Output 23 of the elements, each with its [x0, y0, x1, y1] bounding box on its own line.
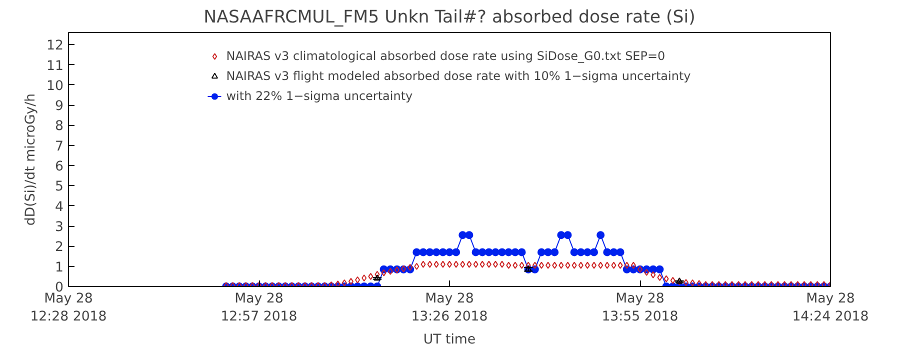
y-tick-label: 7 [55, 139, 64, 154]
y-tick-label: 6 [55, 160, 64, 175]
chart-title: NASAAFRCMUL_FM5 Unkn Tail#? absorbed dose rate (Si) [204, 8, 696, 28]
legend-label: with 22% 1−sigma uncertainty [226, 89, 413, 103]
y-tick-label: 9 [55, 99, 64, 114]
y-tick-label: 4 [55, 200, 64, 215]
y-tick-label: 2 [55, 240, 64, 256]
point [374, 274, 381, 281]
y-tick-label: 10 [46, 78, 64, 94]
legend-label: NAIRAS v3 climatological absorbed dose rate using SiDose_G0.txt SEP=0 [226, 49, 666, 63]
y-tick-label: 11 [46, 58, 64, 74]
x-tick-label: May 28 12:57 2018 [220, 292, 298, 324]
y-axis-title: dD(Si)/dt microGy/h [24, 93, 39, 226]
x-tick-label: May 28 13:55 2018 [602, 292, 678, 324]
x-tick-label: May 28 14:24 2018 [792, 292, 869, 324]
x-axis-title: UT time [423, 332, 476, 348]
y-tick-label: 1 [55, 260, 64, 276]
y-tick-label: 3 [55, 220, 64, 236]
y-tick-label: 8 [55, 119, 64, 134]
y-tick-label: 5 [55, 180, 64, 195]
y-tick-label: 12 [46, 38, 64, 54]
x-tick-label: May 28 13:26 2018 [411, 292, 488, 324]
legend-label: NAIRAS v3 flight modeled absorbed dose rate with 10% 1−sigma uncertainty [226, 69, 691, 83]
